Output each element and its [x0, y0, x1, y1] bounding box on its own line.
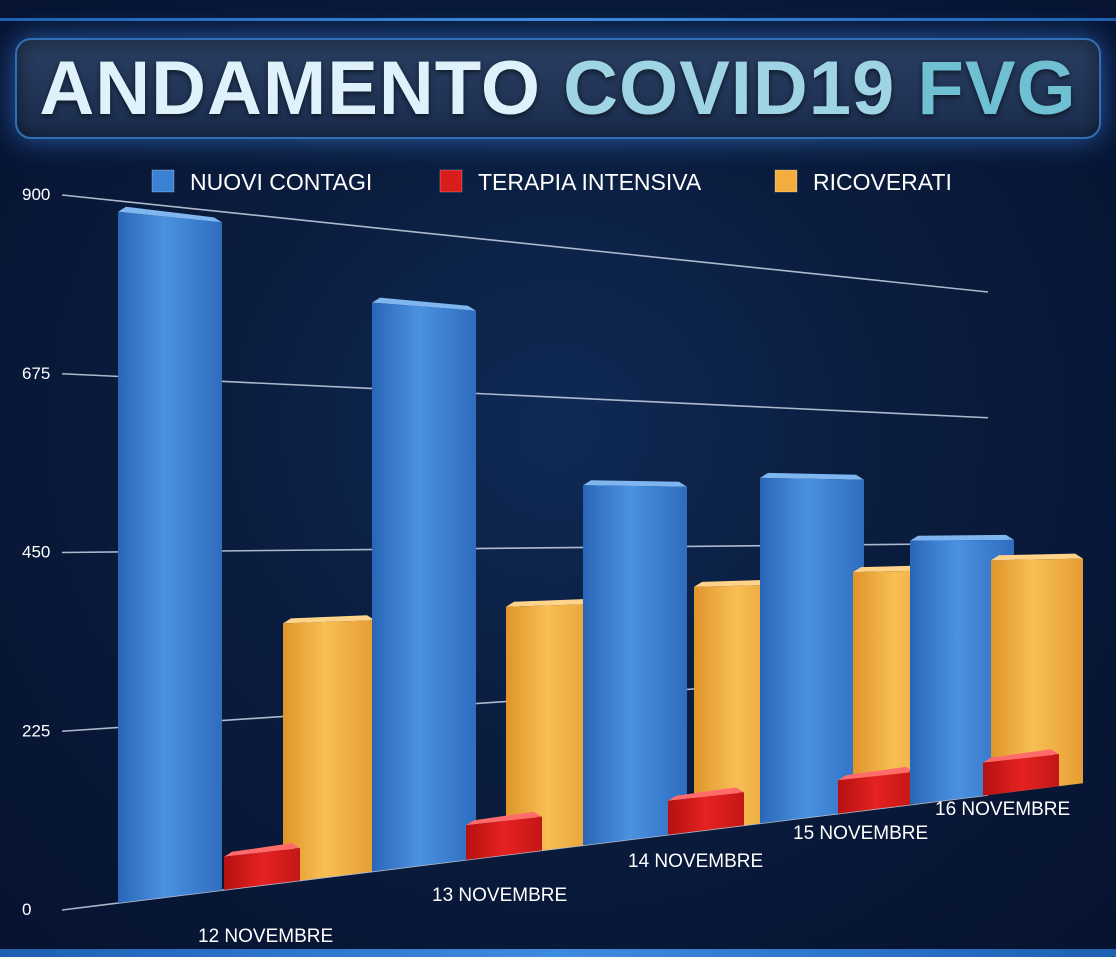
x-category-1: 12 NOVEMBRE — [198, 926, 333, 947]
y-tick-450: 450 — [22, 543, 50, 562]
bar-1-4 — [760, 477, 864, 824]
bar-2-3 — [668, 792, 744, 835]
title-part-1: ANDAMENTO — [39, 46, 541, 131]
grid-line-900 — [61, 194, 989, 293]
bar-2-5-top — [983, 749, 1059, 763]
x-category-2: 13 NOVEMBRE — [432, 885, 567, 906]
legend: NUOVI CONTAGI TERAPIA INTENSIVA RICOVERATI — [151, 169, 952, 195]
y-tick-675: 675 — [22, 364, 50, 383]
y-tick-0: 0 — [22, 900, 31, 919]
top-accent-rule — [0, 18, 1116, 21]
y-tick-225: 225 — [22, 721, 50, 740]
bar-2-2 — [466, 816, 542, 860]
title-banner: ANDAMENTO COVID19 FVG — [15, 38, 1101, 139]
bar-3-1-top — [283, 615, 375, 624]
bar-2-1 — [224, 848, 300, 890]
bar-2-5 — [983, 754, 1059, 796]
bar-2-2-top — [466, 811, 542, 826]
legend-label-2: TERAPIA INTENSIVA — [478, 169, 702, 195]
legend-label-1: NUOVI CONTAGI — [190, 169, 372, 195]
bar-2-4 — [838, 771, 914, 814]
bar-2-1-top — [224, 843, 300, 857]
bottom-accent-rule — [0, 949, 1116, 957]
bar-1-1-top — [118, 206, 222, 223]
bar-3-2-top — [506, 598, 598, 607]
title-part-3: FVG — [917, 46, 1077, 131]
bar-3-5 — [991, 558, 1083, 795]
chart-title: ANDAMENTO COVID19 FVG — [39, 45, 1076, 132]
bar-2-3-top — [668, 787, 744, 801]
bar-1-5 — [910, 539, 1014, 805]
bar-3-5-top — [991, 553, 1083, 561]
bar-1-3 — [583, 485, 687, 846]
x-category-4: 15 NOVEMBRE — [793, 823, 928, 844]
bar-1-1 — [118, 211, 222, 904]
legend-swatch-2 — [439, 169, 463, 193]
legend-label-3: RICOVERATI — [813, 169, 952, 195]
bar-3-1 — [283, 620, 375, 883]
x-axis-categories: 12 NOVEMBRE 13 NOVEMBRE 14 NOVEMBRE 15 NOVE… — [198, 799, 1070, 947]
x-category-3: 14 NOVEMBRE — [628, 851, 763, 872]
y-axis-ticks: 0 225 450 675 900 — [22, 185, 50, 919]
bar-1-4-top — [760, 472, 864, 480]
y-tick-900: 900 — [22, 185, 50, 204]
x-category-5: 16 NOVEMBRE — [935, 799, 1070, 820]
bars — [118, 206, 1083, 904]
bar-1-2-top — [372, 297, 476, 311]
bar-1-5-top — [910, 534, 1014, 541]
bar-2-4-top — [838, 766, 914, 781]
bar-1-3-top — [583, 480, 687, 487]
bar-3-2 — [506, 603, 598, 855]
legend-swatch-1 — [151, 169, 175, 193]
legend-swatch-3 — [774, 169, 798, 193]
bar-1-2 — [372, 302, 476, 872]
title-part-2: COVID19 — [563, 46, 896, 131]
